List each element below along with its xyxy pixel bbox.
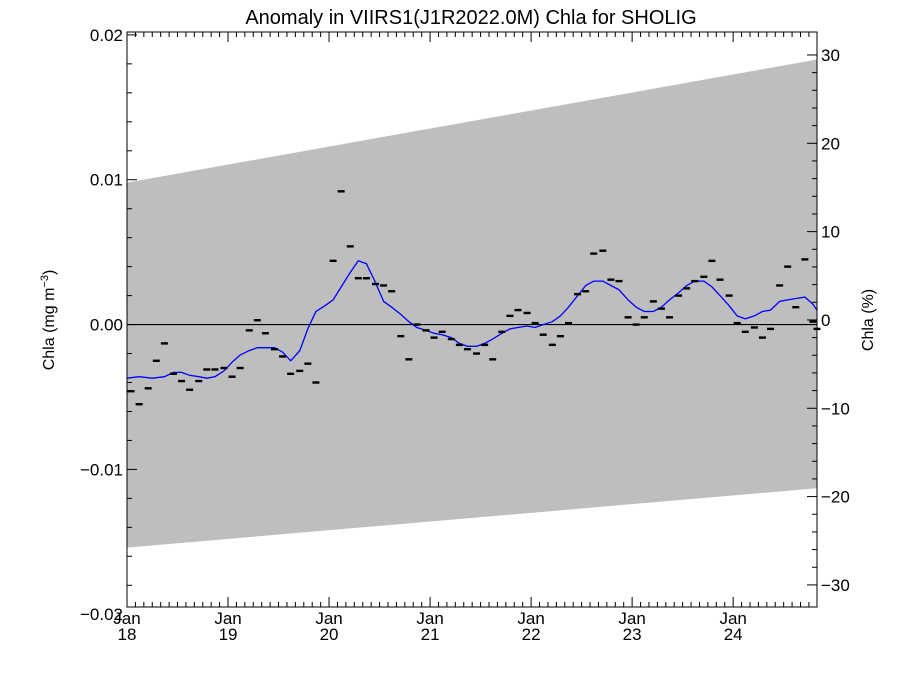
y-left-tick-label: 0.02 (90, 26, 123, 45)
x-tick-label-year: 23 (623, 625, 642, 644)
x-tick-label-month: Jan (719, 609, 746, 628)
y-left-tick-label: 0.00 (90, 316, 123, 335)
y-axis-label-left: Chla (mg m−3) (39, 270, 58, 371)
y-right-tick-label: −20 (821, 488, 850, 507)
x-tick-label-year: 24 (724, 625, 743, 644)
y-axis-label-left-main: Chla (mg m (41, 288, 58, 371)
y-right-tick-label: 30 (821, 46, 840, 65)
uncertainty-envelope (127, 59, 817, 548)
y-right-tick-label: 20 (821, 134, 840, 153)
y-right-tick-label: 0 (821, 311, 830, 330)
y-axis-label-left-sup: −3 (39, 275, 51, 288)
y-left-tick-label: 0.01 (90, 171, 123, 190)
smoothed-anomaly-line (126, 260, 818, 379)
x-tick-label-year: 22 (522, 625, 541, 644)
x-tick-label-year: 18 (118, 625, 137, 644)
chart-title: Anomaly in VIIRS1(J1R2022.0M) Chla for S… (245, 7, 696, 29)
y-left-tick-label: −0.01 (80, 460, 123, 479)
x-tick-label-year: 20 (320, 625, 339, 644)
y-axis-label-left-end: ) (41, 270, 58, 275)
x-tick-label-year: 21 (421, 625, 440, 644)
x-tick-label-month: Jan (517, 609, 544, 628)
x-tick-label-month: Jan (315, 609, 342, 628)
y-right-tick-label: −30 (821, 576, 850, 595)
y-right-tick-label: −10 (821, 399, 850, 418)
y-left-tick-label: −0.02 (80, 605, 123, 624)
y-right-tick-label: 10 (821, 223, 840, 242)
x-tick-label-month: Jan (416, 609, 443, 628)
x-tick-label-month: Jan (113, 609, 140, 628)
x-tick-label-month: Jan (214, 609, 241, 628)
x-tick-label-year: 19 (219, 625, 238, 644)
x-tick-label-month: Jan (618, 609, 645, 628)
y-axis-label-right: Chla (%) (860, 289, 877, 351)
